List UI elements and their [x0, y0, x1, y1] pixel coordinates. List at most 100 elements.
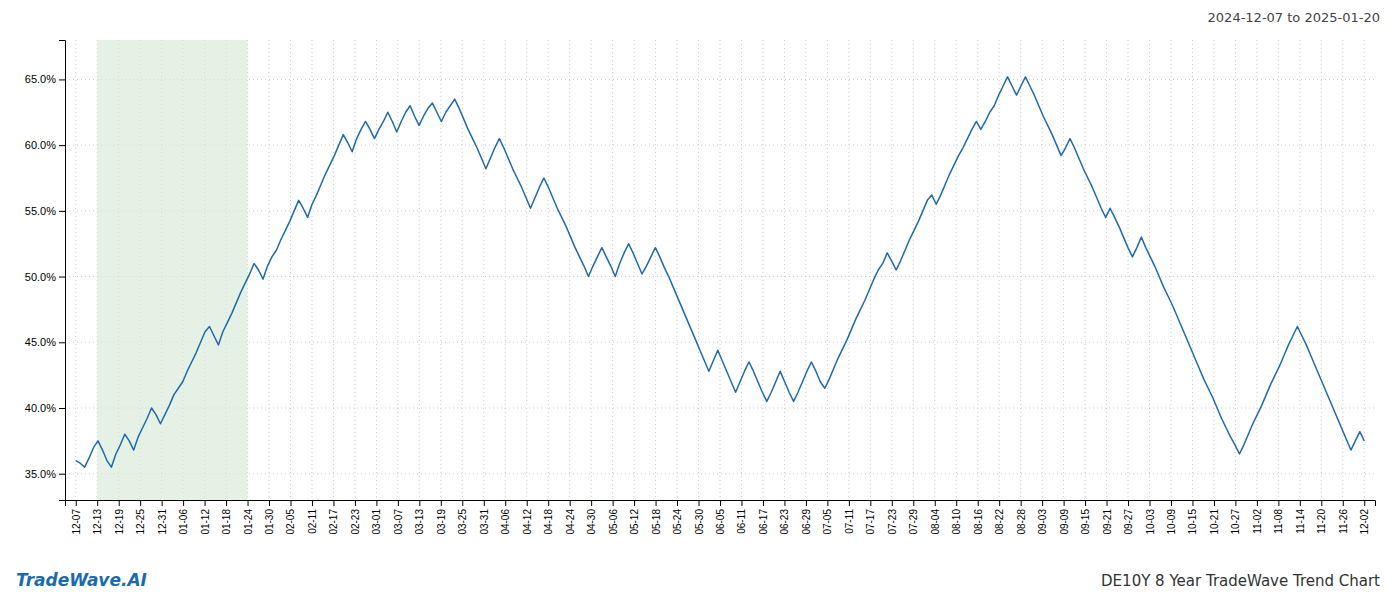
x-tick-mark — [570, 500, 571, 506]
grid-line-x — [956, 40, 957, 500]
x-tick-mark — [1321, 500, 1322, 506]
y-tick-label: 50.0% — [25, 271, 56, 283]
x-tick-label: 08-16 — [973, 509, 984, 535]
x-tick: 04-24 — [565, 500, 576, 535]
x-tick: 02-17 — [328, 500, 339, 535]
x-tick-mark — [462, 500, 463, 506]
x-tick-label: 07-11 — [844, 509, 855, 534]
x-tick: 11-02 — [1252, 500, 1263, 534]
x-tick: 03-13 — [414, 500, 425, 535]
x-tick-label: 10-09 — [1166, 509, 1177, 535]
x-tick: 07-11 — [844, 500, 855, 534]
x-tick-label: 12-13 — [92, 509, 103, 535]
x-tick: 02-05 — [285, 500, 296, 535]
x-tick: 02-23 — [350, 500, 361, 535]
grid-line-x — [1321, 40, 1322, 500]
y-tick: 40.0% — [25, 402, 65, 414]
x-tick-mark — [827, 500, 828, 506]
grid-line-x — [440, 40, 441, 500]
x-tick-mark — [1300, 500, 1301, 506]
x-tick: 12-19 — [114, 500, 125, 535]
y-tick-label: 35.0% — [25, 468, 56, 480]
x-tick-label: 11-08 — [1273, 509, 1284, 534]
grid-line-x — [1042, 40, 1043, 500]
grid-line-x — [977, 40, 978, 500]
x-tick-mark — [634, 500, 635, 506]
x-tick-mark — [613, 500, 614, 506]
x-tick: 03-25 — [457, 500, 468, 535]
x-tick-label: 04-18 — [543, 509, 554, 535]
x-tick: 05-06 — [608, 500, 619, 535]
x-tick: 01-30 — [264, 500, 275, 535]
grid-line-x — [934, 40, 935, 500]
x-tick-mark — [1064, 500, 1065, 506]
x-tick-label: 04-30 — [586, 509, 597, 535]
x-axis: 12-0712-1312-1912-2512-3101-0601-1201-18… — [66, 500, 1376, 535]
y-tick-label: 55.0% — [25, 205, 56, 217]
grid-line-x — [462, 40, 463, 500]
x-tick-mark — [269, 500, 270, 506]
x-tick-mark — [548, 500, 549, 506]
x-tick-label: 10-27 — [1230, 509, 1241, 535]
grid-line-y — [65, 79, 1375, 80]
grid-line-x — [1299, 40, 1300, 500]
x-tick: 06-29 — [801, 500, 812, 535]
x-tick-label: 01-30 — [264, 509, 275, 535]
x-tick-label: 09-03 — [1037, 509, 1048, 535]
x-tick-mark — [784, 500, 785, 506]
x-tick: 08-16 — [973, 500, 984, 535]
x-tick-mark — [849, 500, 850, 506]
x-tick-label: 07-23 — [887, 509, 898, 535]
grid-line-x — [848, 40, 849, 500]
chart: 12-0712-1312-1912-2512-3101-0601-1201-18… — [0, 0, 1400, 600]
x-tick-mark — [226, 500, 227, 506]
x-tick-label: 12-07 — [71, 509, 82, 535]
x-tick-label: 01-12 — [200, 509, 211, 535]
grid-line-x — [720, 40, 721, 500]
y-tick-mark — [59, 277, 65, 278]
y-axis: 35.0%40.0%45.0%50.0%55.0%60.0%65.0% — [25, 41, 66, 501]
x-tick-label: 11-02 — [1252, 509, 1263, 534]
x-tick-mark — [999, 500, 1000, 506]
x-tick: 08-22 — [994, 500, 1005, 535]
x-tick-label: 11-26 — [1338, 509, 1349, 534]
x-tick: 05-24 — [672, 500, 683, 535]
x-tick: 01-24 — [243, 500, 254, 535]
x-tick-label: 02-11 — [307, 509, 318, 534]
x-tick-label: 10-15 — [1187, 509, 1198, 535]
x-tick-mark — [956, 500, 957, 506]
x-tick: 07-23 — [887, 500, 898, 535]
grid-line-x — [741, 40, 742, 500]
x-tick-label: 10-21 — [1209, 509, 1220, 535]
x-tick-label: 12-25 — [135, 509, 146, 535]
title: DE10Y 8 Year TradeWave Trend Chart — [1101, 572, 1380, 590]
x-tick: 06-17 — [758, 500, 769, 535]
x-tick-label: 05-18 — [651, 509, 662, 535]
x-tick-label: 02-05 — [285, 509, 296, 535]
x-tick: 05-18 — [651, 500, 662, 535]
x-tick: 11-20 — [1316, 500, 1327, 534]
x-tick-label: 11-20 — [1316, 509, 1327, 534]
y-tick: 50.0% — [25, 271, 65, 283]
x-tick: 10-27 — [1230, 500, 1241, 535]
x-tick-mark — [205, 500, 206, 506]
grid-line-x — [290, 40, 291, 500]
x-tick-label: 07-29 — [908, 509, 919, 535]
x-tick: 11-14 — [1295, 500, 1306, 534]
grid-line-x — [526, 40, 527, 500]
x-tick-mark — [913, 500, 914, 506]
line — [76, 77, 1365, 467]
grid-line-x — [311, 40, 312, 500]
x-tick-label: 03-19 — [436, 509, 447, 535]
x-tick: 01-12 — [200, 500, 211, 535]
x-tick-mark — [290, 500, 291, 506]
grid-line-x — [397, 40, 398, 500]
x-tick: 05-30 — [694, 500, 705, 535]
x-tick: 01-06 — [178, 500, 189, 535]
x-tick-label: 06-17 — [758, 509, 769, 535]
x-tick-mark — [1171, 500, 1172, 506]
grid-line-x — [333, 40, 334, 500]
x-tick: 07-29 — [908, 500, 919, 535]
x-tick: 04-12 — [522, 500, 533, 535]
y-tick: 60.0% — [25, 139, 65, 151]
